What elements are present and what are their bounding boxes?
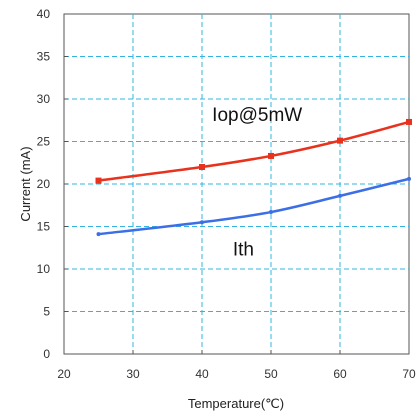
data-point — [337, 137, 343, 144]
series-annotation: Iop@5mW — [212, 105, 302, 126]
y-tick-label: 15 — [37, 220, 51, 234]
data-point — [407, 176, 411, 181]
data-point — [95, 177, 102, 184]
x-tick-label: 40 — [195, 367, 209, 381]
y-tick-label: 5 — [43, 305, 50, 319]
grid-lines — [64, 14, 409, 354]
data-point — [199, 164, 205, 170]
x-tick-label: 30 — [126, 367, 140, 381]
y-tick-label: 20 — [37, 177, 51, 191]
y-tick-label: 35 — [37, 50, 51, 64]
x-tick-label: 50 — [264, 367, 278, 381]
y-tick-label: 40 — [37, 7, 51, 21]
y-tick-label: 10 — [37, 262, 51, 276]
annotation-layer: Iop@5mW Ith — [212, 105, 302, 260]
x-axis-ticks: 20 30 40 50 60 70 — [57, 350, 416, 381]
x-tick-label: 70 — [402, 367, 416, 381]
data-point — [269, 210, 273, 215]
x-axis-title: Temperature(℃) — [188, 396, 284, 411]
series-layer — [95, 118, 412, 237]
y-tick-label: 30 — [37, 92, 51, 106]
x-tick-label: 20 — [57, 367, 71, 381]
data-point — [200, 220, 204, 225]
data-point — [268, 152, 274, 159]
y-axis-title: Current (mA) — [18, 146, 33, 221]
series-annotation: Ith — [233, 239, 254, 260]
y-tick-label: 25 — [37, 135, 51, 149]
y-axis-ticks: 0 5 10 15 20 25 30 35 40 — [37, 7, 68, 361]
x-tick-label: 60 — [333, 367, 347, 381]
y-tick-label: 0 — [43, 347, 50, 361]
data-point — [406, 118, 412, 125]
data-point — [96, 232, 101, 237]
data-point — [338, 193, 342, 198]
